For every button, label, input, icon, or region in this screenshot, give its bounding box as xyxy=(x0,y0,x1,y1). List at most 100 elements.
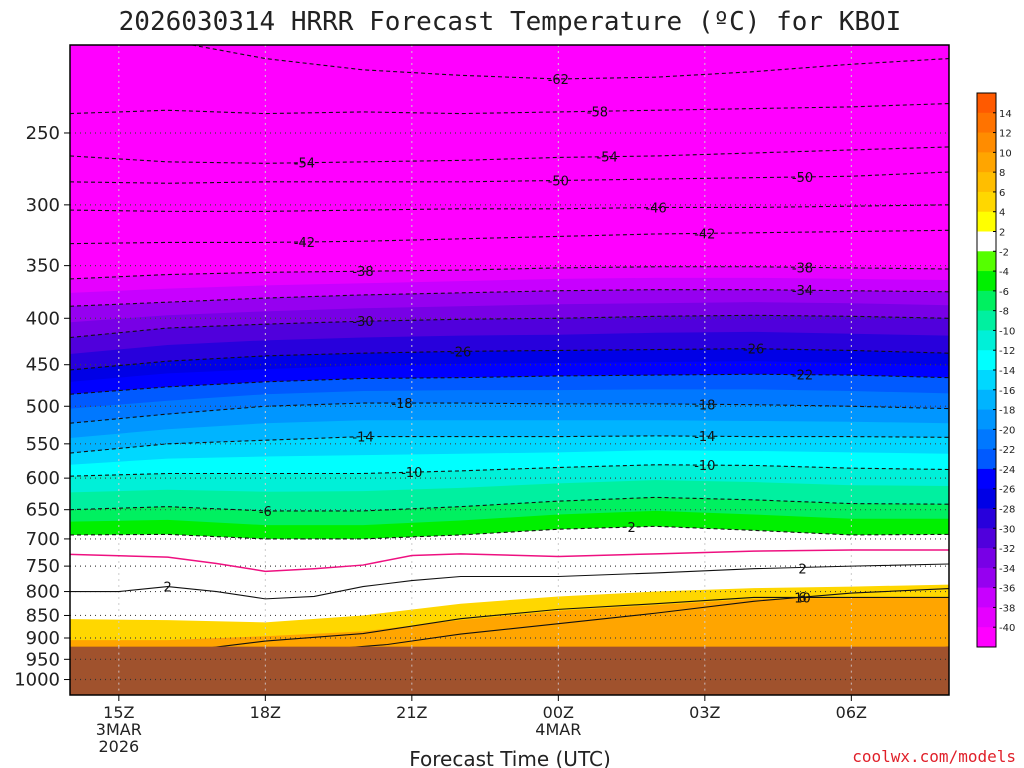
y-tick-label: 350 xyxy=(26,256,60,277)
colorbar-swatch xyxy=(977,468,996,490)
contour-line xyxy=(191,45,949,80)
contour-label: 2 xyxy=(164,581,172,596)
contour-label: -38 xyxy=(352,265,373,280)
terrain-fill xyxy=(70,646,949,695)
colorbar-swatch xyxy=(977,429,996,450)
colorbar-swatch xyxy=(977,350,996,371)
contour-label: -18 xyxy=(391,397,412,412)
colorbar-swatch xyxy=(977,607,996,628)
colorbar-legend: 14 12 10 8 6 4 2 -2 -4 -6 -8 -10 -12 -14 -16 -18 -20 -22 -… xyxy=(976,92,1015,648)
colorbar-swatch xyxy=(977,251,996,272)
x-tick-label: 2026 xyxy=(98,737,139,756)
colorbar-label: -30 xyxy=(999,524,1015,535)
x-tick-label: 06Z xyxy=(836,703,867,722)
contour-label: -6 xyxy=(259,505,272,520)
y-tick-label: 800 xyxy=(26,582,60,603)
contour-label: -26 xyxy=(743,343,764,358)
colorbar-swatch xyxy=(977,508,996,529)
contour-label: -22 xyxy=(792,369,813,384)
x-tick-label: 18Z xyxy=(250,703,281,722)
colorbar-swatch xyxy=(977,290,996,312)
colorbar-swatch xyxy=(977,93,996,114)
colorbar-label: -6 xyxy=(999,287,1009,298)
x-tick-label: 03Z xyxy=(689,703,720,722)
y-tick-label: 550 xyxy=(26,434,60,455)
contour-label: -38 xyxy=(792,261,813,276)
colorbar-label: -22 xyxy=(999,445,1015,456)
colorbar-label: -20 xyxy=(999,425,1015,436)
y-tick-label: 600 xyxy=(26,468,60,489)
colorbar-label: 12 xyxy=(999,129,1012,140)
colorbar-label: -8 xyxy=(999,307,1009,318)
colorbar-label: 8 xyxy=(999,168,1005,179)
colorbar-label: 10 xyxy=(999,148,1012,159)
y-tick-label: 300 xyxy=(26,195,60,216)
contour-line xyxy=(70,402,949,424)
y-tick-label: 250 xyxy=(26,123,60,144)
colorbar-label: -18 xyxy=(999,406,1015,417)
y-tick-label: 650 xyxy=(26,500,60,521)
colorbar-label: -14 xyxy=(999,366,1015,377)
contour-label: -50 xyxy=(548,174,569,189)
y-tick-label: 900 xyxy=(26,628,60,649)
y-tick-label: 700 xyxy=(26,529,60,550)
colorbar-swatch xyxy=(977,231,996,252)
contour-label: -46 xyxy=(645,201,666,216)
contour-label: -34 xyxy=(792,284,813,299)
colorbar-swatch xyxy=(977,409,996,430)
contour-label: -42 xyxy=(694,227,715,242)
colorbar-swatch xyxy=(977,211,996,232)
colorbar-label: 14 xyxy=(999,109,1012,120)
colorbar-swatch xyxy=(977,488,996,509)
contour-line xyxy=(70,563,949,600)
contour-label: -58 xyxy=(587,105,608,120)
x-tick-label: 3MAR xyxy=(96,720,142,739)
contour-label: 2 xyxy=(627,521,635,536)
colorbar-swatch xyxy=(977,587,996,608)
contour-line xyxy=(338,588,949,649)
y-tick-label: 500 xyxy=(26,396,60,417)
colorbar-label: -34 xyxy=(999,564,1015,575)
colorbar-label: -28 xyxy=(999,505,1015,516)
contour-line xyxy=(201,596,949,650)
x-tick-label: 15Z xyxy=(103,703,134,722)
contour-label: -26 xyxy=(450,345,471,360)
contour-label: 2 xyxy=(798,563,806,578)
colorbar-swatch xyxy=(977,152,996,173)
colorbar-label: 4 xyxy=(999,208,1005,219)
colorbar-label: -26 xyxy=(999,485,1015,496)
colorbar-label: -40 xyxy=(999,623,1015,634)
x-axis-title: Forecast Time (UTC) xyxy=(409,747,611,768)
x-tick-label: 21Z xyxy=(396,703,427,722)
contour-line xyxy=(70,549,949,573)
contour-label: -42 xyxy=(294,236,315,251)
contour-label: 6 xyxy=(798,591,806,606)
colorbar-swatch xyxy=(977,132,996,153)
contour-label: -30 xyxy=(352,315,373,330)
colorbar-swatch xyxy=(977,310,996,331)
contour-label: -54 xyxy=(597,151,618,166)
plot-area: -62-58-54 -54-50 -50-46-42-42-38 -38-34-30-… xyxy=(69,44,950,696)
y-tick-label: 850 xyxy=(26,605,60,626)
contour-label: -10 xyxy=(694,459,715,474)
colorbar-label: -16 xyxy=(999,386,1015,397)
x-tick-label: 00Z xyxy=(543,703,574,722)
colorbar-swatch xyxy=(977,370,996,391)
colorbar-swatch xyxy=(977,191,996,213)
y-tick-label: 450 xyxy=(26,355,60,376)
contour-label: -14 xyxy=(352,431,373,446)
contour-label: -62 xyxy=(548,73,569,88)
colorbar-label: 6 xyxy=(999,188,1005,199)
colorbar-label: -12 xyxy=(999,346,1015,357)
colorbar-label: -32 xyxy=(999,544,1015,555)
colorbar-swatch xyxy=(977,627,996,648)
colorbar-swatch xyxy=(977,528,996,549)
chart-title: 2026030314 HRRR Forecast Temperature (ºC… xyxy=(119,7,902,37)
y-tick-label: 400 xyxy=(26,308,60,329)
y-tick-label: 950 xyxy=(26,649,60,670)
contour-label: 10 xyxy=(794,591,811,606)
colorbar-swatch xyxy=(977,548,996,569)
contour-label: -50 xyxy=(792,171,813,186)
contour-label: -18 xyxy=(694,398,715,413)
